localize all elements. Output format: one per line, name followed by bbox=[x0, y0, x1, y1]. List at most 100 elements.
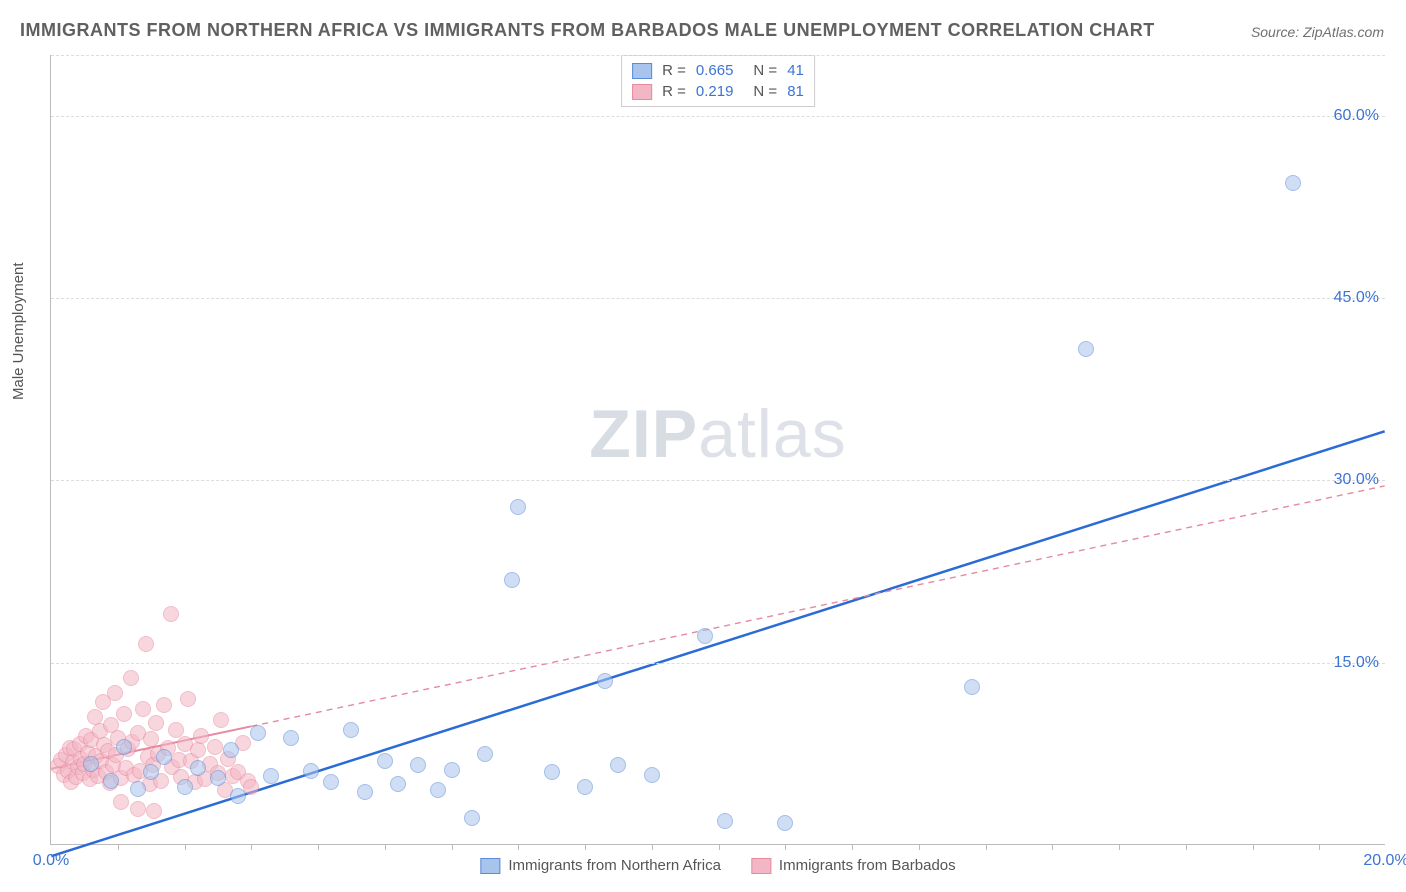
n-label: N = bbox=[753, 83, 777, 100]
correlation-legend: R = 0.665 N = 41 R = 0.219 N = 81 bbox=[621, 55, 815, 107]
n-value: 81 bbox=[787, 83, 804, 100]
y-tick-label: 30.0% bbox=[1334, 471, 1379, 489]
x-tick-mark bbox=[585, 844, 586, 850]
data-point bbox=[130, 781, 146, 797]
data-point bbox=[193, 728, 209, 744]
data-point bbox=[230, 788, 246, 804]
r-value: 0.665 bbox=[696, 62, 734, 79]
data-point bbox=[210, 770, 226, 786]
data-point bbox=[544, 764, 560, 780]
x-tick-mark bbox=[185, 844, 186, 850]
gridline-h bbox=[51, 480, 1385, 481]
data-point bbox=[964, 679, 980, 695]
watermark-bold: ZIP bbox=[589, 396, 698, 472]
x-tick-mark bbox=[251, 844, 252, 850]
y-tick-label: 15.0% bbox=[1334, 654, 1379, 672]
x-tick-mark bbox=[652, 844, 653, 850]
y-axis-label: Male Unemployment bbox=[10, 262, 27, 400]
data-point bbox=[107, 685, 123, 701]
plot-area: ZIPatlas R =0.665N =41R =0.219N =81 Immi… bbox=[50, 55, 1385, 845]
data-point bbox=[156, 749, 172, 765]
data-point bbox=[323, 774, 339, 790]
data-point bbox=[213, 712, 229, 728]
correlation-legend-row: R = 0.219 N = 81 bbox=[632, 81, 804, 102]
data-point bbox=[83, 756, 99, 772]
x-tick-mark bbox=[1319, 844, 1320, 850]
data-point bbox=[135, 701, 151, 717]
data-point bbox=[138, 636, 154, 652]
data-point bbox=[357, 784, 373, 800]
series-legend: Immigrants from Northern Africa Immigrant… bbox=[480, 857, 955, 874]
series-legend-item: Immigrants from Northern Africa bbox=[480, 857, 721, 874]
data-point bbox=[250, 725, 266, 741]
data-point bbox=[143, 764, 159, 780]
r-label: R = bbox=[662, 83, 686, 100]
n-value: 41 bbox=[787, 62, 804, 79]
data-point bbox=[103, 773, 119, 789]
data-point bbox=[168, 722, 184, 738]
legend-swatch bbox=[632, 84, 652, 100]
chart-container: IMMIGRANTS FROM NORTHERN AFRICA VS IMMIG… bbox=[0, 0, 1406, 892]
data-point bbox=[777, 815, 793, 831]
legend-swatch bbox=[632, 63, 652, 79]
data-point bbox=[1078, 341, 1094, 357]
y-tick-label: 60.0% bbox=[1334, 107, 1379, 125]
series-legend-label: Immigrants from Barbados bbox=[779, 857, 956, 874]
data-point bbox=[717, 813, 733, 829]
source-attribution: Source: ZipAtlas.com bbox=[1251, 24, 1384, 40]
data-point bbox=[148, 715, 164, 731]
chart-title: IMMIGRANTS FROM NORTHERN AFRICA VS IMMIG… bbox=[20, 20, 1155, 41]
data-point bbox=[610, 757, 626, 773]
x-tick-label: 0.0% bbox=[33, 852, 69, 870]
trend-lines-layer bbox=[51, 55, 1385, 844]
legend-swatch bbox=[751, 858, 771, 874]
data-point bbox=[163, 606, 179, 622]
data-point bbox=[146, 803, 162, 819]
data-point bbox=[577, 779, 593, 795]
gridline-h bbox=[51, 663, 1385, 664]
data-point bbox=[116, 739, 132, 755]
r-value: 0.219 bbox=[696, 83, 734, 100]
correlation-legend-row: R =0.665N =41 bbox=[632, 60, 804, 81]
data-point bbox=[180, 691, 196, 707]
x-tick-mark bbox=[1253, 844, 1254, 850]
data-point bbox=[263, 768, 279, 784]
data-point bbox=[390, 776, 406, 792]
data-point bbox=[283, 730, 299, 746]
data-point bbox=[510, 499, 526, 515]
data-point bbox=[697, 628, 713, 644]
x-tick-mark bbox=[919, 844, 920, 850]
x-tick-mark bbox=[719, 844, 720, 850]
x-tick-mark bbox=[385, 844, 386, 850]
data-point bbox=[123, 670, 139, 686]
x-tick-label: 20.0% bbox=[1363, 852, 1406, 870]
x-tick-mark bbox=[785, 844, 786, 850]
data-point bbox=[644, 767, 660, 783]
gridline-h bbox=[51, 298, 1385, 299]
data-point bbox=[377, 753, 393, 769]
x-tick-mark bbox=[852, 844, 853, 850]
data-point bbox=[430, 782, 446, 798]
x-tick-mark bbox=[452, 844, 453, 850]
data-point bbox=[143, 731, 159, 747]
data-point bbox=[597, 673, 613, 689]
data-point bbox=[116, 706, 132, 722]
x-tick-mark bbox=[986, 844, 987, 850]
data-point bbox=[156, 697, 172, 713]
gridline-h bbox=[51, 55, 1385, 56]
x-tick-mark bbox=[118, 844, 119, 850]
data-point bbox=[177, 779, 193, 795]
data-point bbox=[207, 739, 223, 755]
data-point bbox=[477, 746, 493, 762]
legend-swatch bbox=[480, 858, 500, 874]
data-point bbox=[190, 742, 206, 758]
y-tick-label: 45.0% bbox=[1334, 289, 1379, 307]
gridline-h bbox=[51, 116, 1385, 117]
data-point bbox=[504, 572, 520, 588]
data-point bbox=[464, 810, 480, 826]
watermark: ZIPatlas bbox=[589, 395, 846, 473]
r-label: R = bbox=[662, 62, 686, 79]
data-point bbox=[444, 762, 460, 778]
series-legend-item: Immigrants from Barbados bbox=[751, 857, 956, 874]
x-tick-mark bbox=[1186, 844, 1187, 850]
